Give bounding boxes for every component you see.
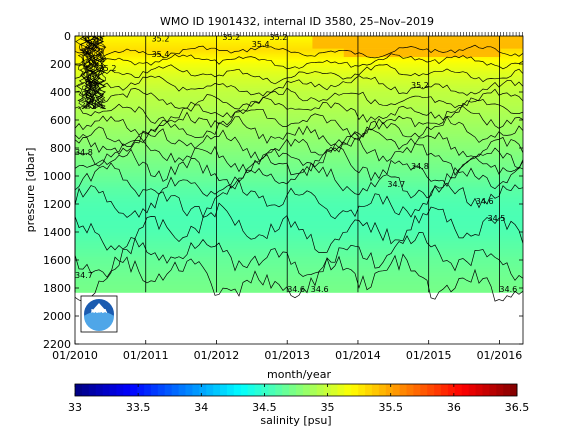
contour-label: 35.2	[270, 33, 288, 42]
y-tick-label: 1600	[43, 254, 71, 267]
contour-label: 34.6	[476, 197, 494, 206]
contour-label: 35.4	[152, 50, 170, 59]
chart-title: WMO ID 1901432, internal ID 3580, 25–Nov…	[160, 15, 434, 28]
y-tick-label: 2200	[43, 338, 71, 351]
colorbar-tick-label: 35	[321, 401, 335, 414]
x-tick-label: 01/2013	[264, 349, 310, 362]
contour-label: 34.6	[499, 285, 517, 294]
x-tick-label: 01/2011	[123, 349, 169, 362]
y-tick-label: 1200	[43, 198, 71, 211]
plot-area: 35.2 35.235.435.435.235.235.234.834.834.7…	[43, 30, 524, 362]
y-tick-label: 0	[64, 30, 71, 43]
x-tick-label: 01/2012	[194, 349, 240, 362]
y-tick-label: 600	[50, 114, 71, 127]
x-axis: 01/2010 01/2011 01/2012 01/2013 01/2014 01/20…	[52, 340, 522, 362]
contour-label: 34.6	[287, 285, 305, 294]
contour-label: 34.7	[75, 271, 93, 280]
colorbar-tick-label: 35.5	[378, 401, 403, 414]
colorbar: 33 33.5 34 34.5 35 35.5 36 36.5 salinity [psu]	[68, 383, 530, 427]
y-tick-label: 400	[50, 86, 71, 99]
colorbar-tick-label: 34	[194, 401, 208, 414]
colorbar-tick-label: 36	[447, 401, 461, 414]
colorbar-tick-label: 33	[68, 401, 82, 414]
y-tick-label: 200	[50, 58, 71, 71]
y-tick-label: 800	[50, 142, 71, 155]
x-tick-label: 01/2014	[335, 349, 381, 362]
x-tick-label: 01/2010	[52, 349, 98, 362]
plot-frame	[74, 35, 524, 345]
colorbar-label: salinity [psu]	[260, 414, 331, 427]
contour-label: 35.2	[411, 81, 429, 90]
y-axis-label: pressure [dbar]	[24, 148, 37, 233]
contour-label: 34.7	[387, 180, 405, 189]
x-tick-label: 01/2015	[406, 349, 452, 362]
contour-label: 34.6	[311, 285, 329, 294]
y-tick-label: 2000	[43, 310, 71, 323]
noaa-logo: NOAA	[80, 295, 118, 333]
contour-label: 34.5	[488, 214, 506, 223]
contour-label: 35.2	[99, 64, 117, 73]
contour-label: 34.8	[75, 148, 93, 157]
colorbar-tick-label: 36.5	[505, 401, 530, 414]
y-axis: 0 200 400 600 800 1000 1200 1400 1600 1800 2000 220…	[43, 30, 523, 351]
y-tick-label: 1400	[43, 226, 71, 239]
y-tick-label: 1000	[43, 170, 71, 183]
contour-label: 35.4	[252, 40, 270, 49]
y-tick-label: 1800	[43, 282, 71, 295]
contour-label: 35.2	[222, 33, 240, 42]
contour-label: 35.2	[152, 35, 170, 44]
svg-text:NOAA: NOAA	[91, 309, 107, 315]
x-tick-label: 01/2016	[477, 349, 523, 362]
colorbar-tick-label: 33.5	[126, 401, 151, 414]
colorbar-tick-label: 34.5	[252, 401, 277, 414]
x-axis-label: month/year	[267, 368, 331, 381]
contour-label: 34.8	[411, 162, 429, 171]
